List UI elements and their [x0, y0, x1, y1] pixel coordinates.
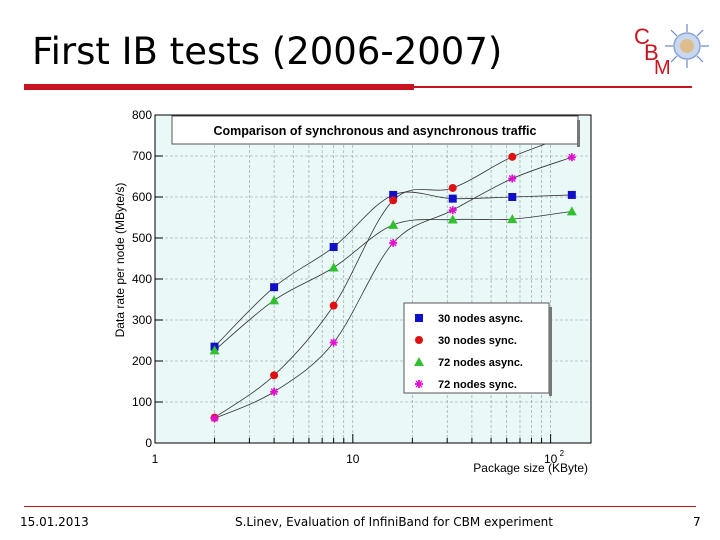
star-stroke	[270, 388, 278, 396]
data-point-series-1	[329, 243, 338, 252]
legend-label-4: 72 nodes sync.	[438, 379, 517, 391]
star-stroke	[415, 380, 423, 388]
title-underline	[24, 84, 414, 90]
data-point-series-1	[448, 194, 457, 203]
data-point-series-2	[508, 152, 517, 161]
legend-marker-4	[415, 380, 423, 388]
logo-letter-m: M	[654, 57, 671, 78]
data-point-series-3	[507, 214, 518, 224]
y-tick-label: 300	[132, 313, 152, 327]
chart-title-shadow	[577, 120, 580, 147]
data-point-series-3	[388, 219, 399, 229]
star-stroke	[449, 206, 457, 214]
legend-label-2: 30 nodes sync.	[438, 335, 517, 347]
x-axis-ticks: 1 10 10 2	[152, 434, 565, 466]
data-point-series-4	[508, 174, 517, 183]
y-axis-ticks: 0 100 200 300 400 500 600 700 800	[132, 108, 163, 450]
y-tick-label: 600	[132, 190, 152, 204]
data-point-series-3	[447, 214, 458, 224]
data-point-series-4	[210, 414, 219, 423]
data-point-series-1	[270, 283, 279, 292]
y-axis-label: Data rate per node (MByte/s)	[113, 183, 127, 338]
data-point-series-4	[329, 338, 338, 347]
data-point-series-1	[567, 190, 576, 199]
data-point-series-1	[389, 190, 398, 199]
data-point-series-2	[270, 371, 279, 380]
data-point-series-2	[329, 301, 338, 310]
star-stroke	[211, 414, 219, 422]
y-tick-label: 100	[132, 395, 152, 409]
y-tick-label: 200	[132, 354, 152, 368]
footer-presenter: S.Linev, Evaluation of InfiniBand for CB…	[235, 515, 553, 529]
data-point-series-3	[209, 345, 220, 355]
title-underline-thin	[414, 86, 692, 88]
data-point-series-1	[508, 193, 517, 201]
legend-shadow	[549, 307, 552, 396]
x-tick-label-exponent: 2	[560, 449, 565, 458]
data-point-series-2	[389, 196, 398, 205]
y-tick-label: 500	[132, 231, 152, 245]
data-point-series-3	[328, 262, 339, 272]
x-tick-label: 10	[346, 452, 360, 466]
y-tick-label: 0	[145, 436, 152, 450]
x-tick-label: 1	[152, 452, 159, 466]
star-stroke	[330, 339, 338, 347]
logo-letter-b: B	[644, 40, 659, 65]
legend-label-3: 72 nodes async.	[438, 357, 523, 369]
y-tick-label: 400	[132, 272, 152, 286]
data-point-series-4	[389, 238, 398, 247]
cbm-logo-icon: C B M	[634, 24, 709, 78]
footer-date: 15.01.2013	[20, 515, 89, 529]
slide-title: First IB tests (2006-2007)	[32, 30, 503, 73]
footer-page-number: 7	[693, 515, 701, 529]
y-tick-label: 800	[132, 108, 152, 122]
legend: 30 nodes async. 30 nodes sync. 72 nodes as…	[403, 302, 552, 396]
y-tick-label: 700	[132, 149, 152, 163]
legend-marker-3	[414, 357, 424, 366]
logo-letter-c: C	[634, 24, 650, 49]
data-point-series-4	[567, 153, 576, 162]
data-point-series-4	[270, 387, 279, 396]
footer-divider	[24, 506, 696, 507]
legend-box	[403, 302, 550, 394]
star-stroke	[568, 153, 576, 161]
legend-marker-1	[415, 314, 423, 322]
chart-title: Comparison of synchronous and asynchrono…	[214, 124, 537, 138]
data-point-series-4	[448, 206, 457, 215]
legend-label-1: 30 nodes async.	[438, 313, 523, 325]
data-point-series-3	[269, 295, 280, 305]
star-stroke	[389, 239, 397, 247]
data-point-series-2	[448, 183, 457, 192]
x-axis-label: Package size (KByte)	[473, 461, 588, 475]
legend-marker-2	[415, 336, 423, 344]
x-tick-label: 10	[544, 452, 558, 466]
star-stroke	[508, 175, 516, 183]
data-point-series-3	[566, 206, 577, 216]
